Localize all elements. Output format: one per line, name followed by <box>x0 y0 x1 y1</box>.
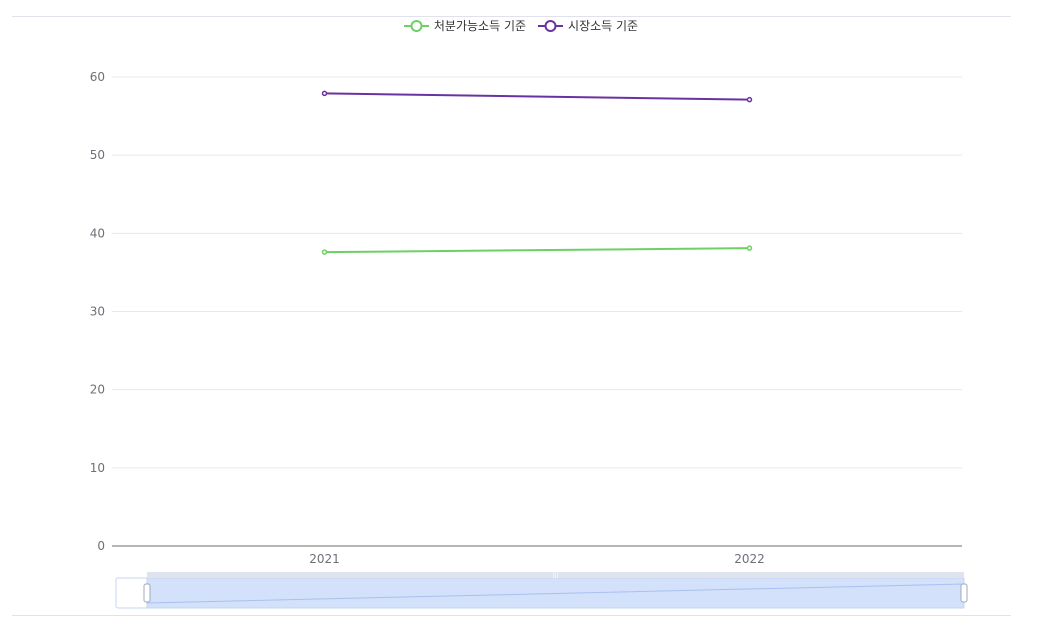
datazoom-data-shadow <box>146 583 965 604</box>
datazoom-move-bar[interactable] <box>147 572 964 578</box>
series-line <box>324 92 750 101</box>
y-tick-label: 60 <box>90 70 105 84</box>
y-tick-label: 50 <box>90 148 105 162</box>
legend-marker-disposable-icon <box>403 19 429 32</box>
data-point[interactable] <box>746 96 753 103</box>
y-tick-label: 10 <box>90 461 105 475</box>
x-tick-label: 2022 <box>734 552 765 566</box>
x-tick-label: 2021 <box>309 552 340 566</box>
y-tick-label: 40 <box>90 226 105 240</box>
legend-marker-market-icon <box>538 19 564 32</box>
legend-label-market-income: 시장소득 기준 <box>568 19 639 33</box>
series-line <box>324 247 750 254</box>
grid-lines <box>112 76 962 469</box>
datazoom-slider[interactable]: ||| <box>115 572 968 609</box>
y-tick-label: 30 <box>90 305 105 319</box>
top-border <box>12 16 1011 17</box>
data-point[interactable] <box>321 90 328 97</box>
datazoom-right-handle[interactable] <box>960 583 968 603</box>
legend-label-disposable-income: 처분가능소득 기준 <box>433 19 527 33</box>
x-axis-tick-labels: 2021 2022 <box>309 552 765 566</box>
y-tick-label: 20 <box>90 383 105 397</box>
data-point[interactable] <box>321 249 328 255</box>
legend: 처분가능소득 기준 시장소득 기준 <box>0 17 1042 34</box>
y-tick-label: 0 <box>97 539 105 553</box>
legend-item-market-income[interactable]: 시장소득 기준 <box>538 17 638 34</box>
datazoom-left-handle[interactable] <box>143 583 151 603</box>
legend-item-disposable-income[interactable]: 처분가능소득 기준 <box>403 17 527 34</box>
bottom-border <box>12 615 1011 616</box>
data-point[interactable] <box>746 245 753 251</box>
y-axis-tick-labels: 0 10 20 30 40 50 60 <box>90 70 105 553</box>
series-lines <box>321 90 753 255</box>
datazoom-grip-icon[interactable]: ||| <box>552 572 558 579</box>
